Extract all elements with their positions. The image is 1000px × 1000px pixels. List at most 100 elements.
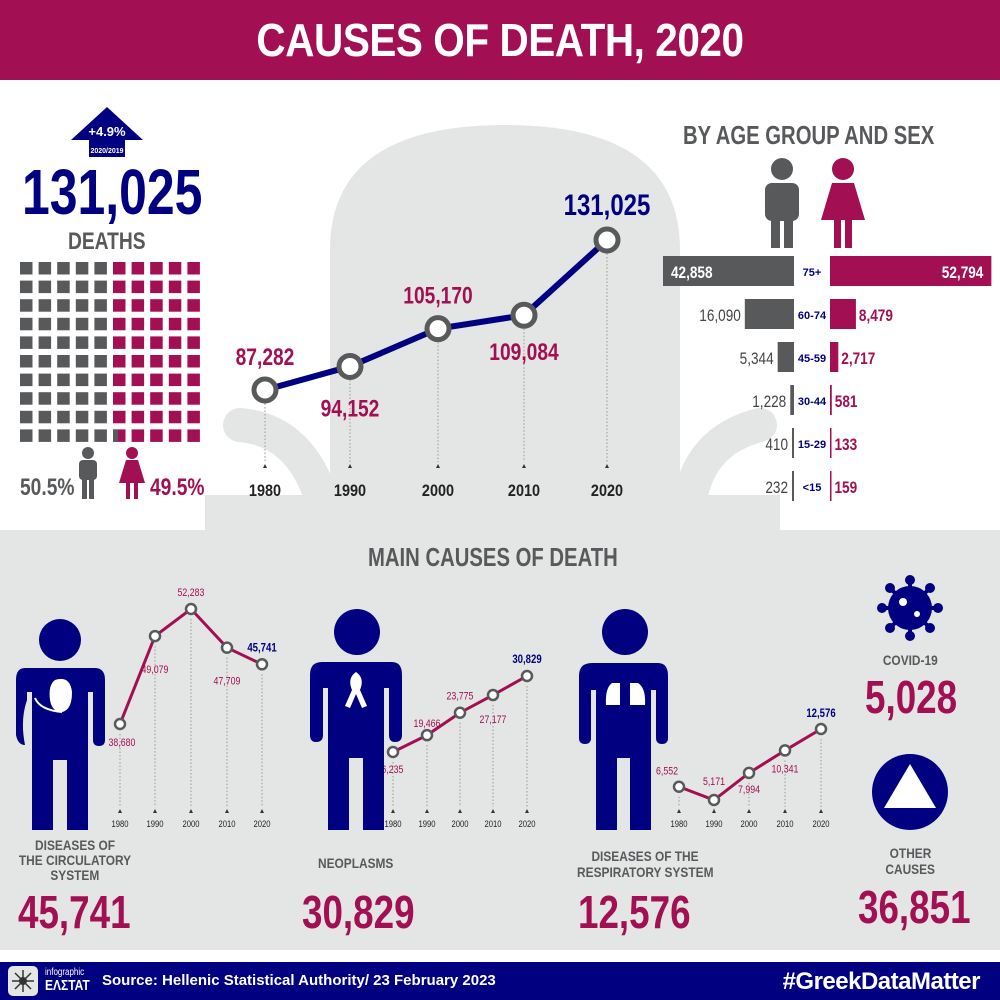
other-causes-triangle-icon xyxy=(872,754,948,830)
male-bar xyxy=(792,428,794,458)
header-banner: CAUSES OF DEATH, 2020 xyxy=(0,0,1000,80)
circulatory-label-line1: DISEASES OF xyxy=(34,837,116,853)
female-icon xyxy=(119,447,145,499)
x-tick-label: 2020 xyxy=(591,482,623,500)
data-point xyxy=(593,226,621,254)
waffle-cell-female xyxy=(113,373,126,387)
waffle-cell-female xyxy=(113,355,126,368)
male-value-label: 42,858 xyxy=(671,264,713,283)
x-tick-label: 2000 xyxy=(422,482,454,500)
hashtag: #GreekDataMatter xyxy=(782,968,981,995)
data-label: 105,170 xyxy=(403,282,472,310)
data-label: 52,283 xyxy=(178,587,205,599)
circulatory-total: 45,741 xyxy=(18,886,131,938)
waffle-cell-female xyxy=(113,280,126,294)
waffle-cell-male xyxy=(75,410,89,424)
waffle-cell-female xyxy=(187,373,200,387)
age-group-label: 15-29 xyxy=(798,439,826,451)
waffle-cell-male xyxy=(57,429,70,442)
male-icon xyxy=(765,158,799,248)
waffle-cell-female xyxy=(187,280,200,294)
data-point xyxy=(486,688,500,702)
x-tick-label: 2010 xyxy=(484,818,501,829)
waffle-cell-male xyxy=(57,280,70,294)
x-tick-label: 2020 xyxy=(253,818,270,829)
x-tick-label: 2000 xyxy=(451,818,468,829)
male-value-label: 5,344 xyxy=(740,350,774,369)
data-label: 23,775 xyxy=(447,691,474,703)
data-point xyxy=(113,717,127,731)
female-percent: 49.5% xyxy=(150,474,205,501)
waffle-cell-male xyxy=(94,392,107,405)
waffle-cell-female xyxy=(150,336,163,349)
waffle-cell-male xyxy=(38,299,52,312)
data-point xyxy=(184,602,198,616)
sex-waffle-chart xyxy=(20,262,200,442)
tick-marker xyxy=(436,464,440,468)
waffle-cell-male xyxy=(75,336,89,349)
age-group-label: 45-59 xyxy=(798,353,826,365)
waffle-cell-male xyxy=(75,373,89,387)
tick-marker xyxy=(458,809,462,813)
main-causes-title: MAIN CAUSES OF DEATH xyxy=(368,542,618,572)
tick-marker xyxy=(605,464,609,468)
waffle-cell-male xyxy=(75,355,89,368)
change-period: 2020/2019 xyxy=(90,148,123,155)
data-point xyxy=(336,352,364,380)
x-tick-label: 1980 xyxy=(384,818,401,829)
waffle-cell-female xyxy=(131,317,145,331)
age-group-label: <15 xyxy=(803,482,822,494)
waffle-cell-female xyxy=(187,299,200,312)
x-tick-label: 1980 xyxy=(249,482,281,500)
waffle-cell-female xyxy=(150,280,163,294)
data-point xyxy=(672,780,686,794)
data-label: 109,084 xyxy=(489,338,558,366)
waffle-cell-female xyxy=(113,262,126,275)
waffle-cell-female xyxy=(131,299,145,312)
waffle-cell-female xyxy=(113,336,126,349)
logo-text-bottom: ΕΛΣΤΑΤ xyxy=(45,977,90,994)
data-label: 7,994 xyxy=(738,784,760,796)
male-bar xyxy=(744,299,794,329)
tick-marker xyxy=(783,809,787,813)
other-label-line2: CAUSES xyxy=(885,861,935,877)
data-point xyxy=(453,706,467,719)
x-tick-label: 2000 xyxy=(740,818,757,829)
waffle-cell-male-partial xyxy=(113,429,118,442)
data-label: 131,025 xyxy=(564,187,651,221)
data-point xyxy=(742,766,756,780)
tick-marker xyxy=(491,809,495,813)
total-deaths-line-chart: 1980 1990 2000 2010 2020 87,282 94,152 105,170 1… xyxy=(236,187,651,500)
female-value-label: 133 xyxy=(835,436,858,455)
respiratory-line-chart: 1980 1990 2000 2010 2020 6,552 5,171 7,994 10,34… xyxy=(656,707,836,829)
waffle-cell-female xyxy=(187,392,200,405)
tick-marker xyxy=(712,809,716,813)
female-bar xyxy=(830,299,856,329)
tick-marker xyxy=(189,809,193,813)
respiratory-total: 12,576 xyxy=(578,886,691,938)
source-text: Source: Hellenic Statistical Authority/ … xyxy=(102,972,496,989)
elstat-logo-icon xyxy=(8,966,38,996)
waffle-cell-female xyxy=(168,317,182,331)
waffle-cell-female xyxy=(113,410,126,424)
x-tick-label: 2010 xyxy=(218,818,235,829)
data-point xyxy=(386,745,400,759)
waffle-cell-female xyxy=(113,299,126,312)
data-label: 12,576 xyxy=(806,707,835,720)
waffle-cell-female xyxy=(168,336,182,349)
data-point xyxy=(424,315,452,343)
bottom-panel xyxy=(0,530,1000,950)
data-label: 27,177 xyxy=(480,714,507,726)
waffle-cell-male xyxy=(57,299,70,312)
waffle-cell-female xyxy=(168,262,182,275)
covid-label: COVID-19 xyxy=(882,652,938,668)
waffle-cell-male xyxy=(38,336,52,349)
waffle-cell-female xyxy=(150,429,163,442)
waffle-cell-male xyxy=(57,336,70,349)
x-tick-label: 1990 xyxy=(418,818,435,829)
waffle-cell-male xyxy=(20,355,33,368)
waffle-cell-female xyxy=(131,410,145,424)
waffle-cell-female xyxy=(131,336,145,349)
